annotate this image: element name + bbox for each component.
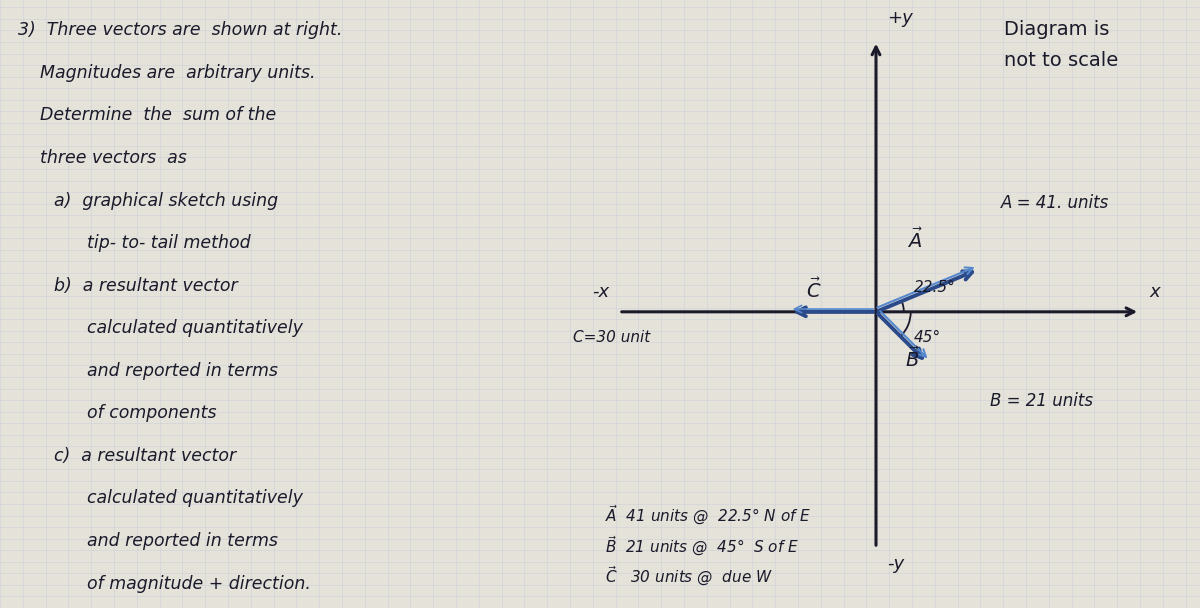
Text: c)  a resultant vector: c) a resultant vector	[54, 447, 236, 465]
Text: Magnitudes are  arbitrary units.: Magnitudes are arbitrary units.	[18, 64, 316, 82]
Text: $\vec{A}$: $\vec{A}$	[907, 227, 923, 252]
Text: calculated quantitatively: calculated quantitatively	[88, 489, 302, 508]
Text: -y: -y	[887, 555, 905, 573]
Text: B = 21 units: B = 21 units	[990, 392, 1093, 410]
Text: $\vec{B}$  21 units @  45°  S of E: $\vec{B}$ 21 units @ 45° S of E	[605, 534, 799, 558]
Text: b)  a resultant vector: b) a resultant vector	[54, 277, 238, 295]
Text: $\vec{A}$  41 units @  22.5° N of E: $\vec{A}$ 41 units @ 22.5° N of E	[605, 503, 811, 527]
Text: not to scale: not to scale	[1004, 50, 1118, 69]
Text: A = 41. units: A = 41. units	[1001, 193, 1109, 212]
Text: a)  graphical sketch using: a) graphical sketch using	[54, 192, 278, 210]
Text: of components: of components	[88, 404, 216, 423]
Text: tip- to- tail method: tip- to- tail method	[88, 234, 251, 252]
Text: and reported in terms: and reported in terms	[88, 532, 278, 550]
Text: 3)  Three vectors are  shown at right.: 3) Three vectors are shown at right.	[18, 21, 342, 40]
Text: Diagram is: Diagram is	[1004, 20, 1109, 39]
Text: $\vec{B}$: $\vec{B}$	[905, 347, 919, 371]
Text: 22.5°: 22.5°	[913, 280, 955, 295]
Text: and reported in terms: and reported in terms	[88, 362, 278, 380]
Text: +y: +y	[887, 9, 913, 27]
Text: C=30 unit: C=30 unit	[574, 330, 650, 345]
Text: x: x	[1150, 283, 1160, 301]
Text: three vectors  as: three vectors as	[18, 149, 187, 167]
Text: Determine  the  sum of the: Determine the sum of the	[18, 106, 276, 125]
Text: -x: -x	[592, 283, 610, 301]
Text: 45°: 45°	[913, 330, 941, 345]
Text: $\vec{C}$   30 units @  due W: $\vec{C}$ 30 units @ due W	[605, 565, 773, 588]
Text: $\vec{C}$: $\vec{C}$	[805, 277, 821, 302]
Text: calculated quantitatively: calculated quantitatively	[88, 319, 302, 337]
Text: of magnitude + direction.: of magnitude + direction.	[88, 575, 311, 593]
